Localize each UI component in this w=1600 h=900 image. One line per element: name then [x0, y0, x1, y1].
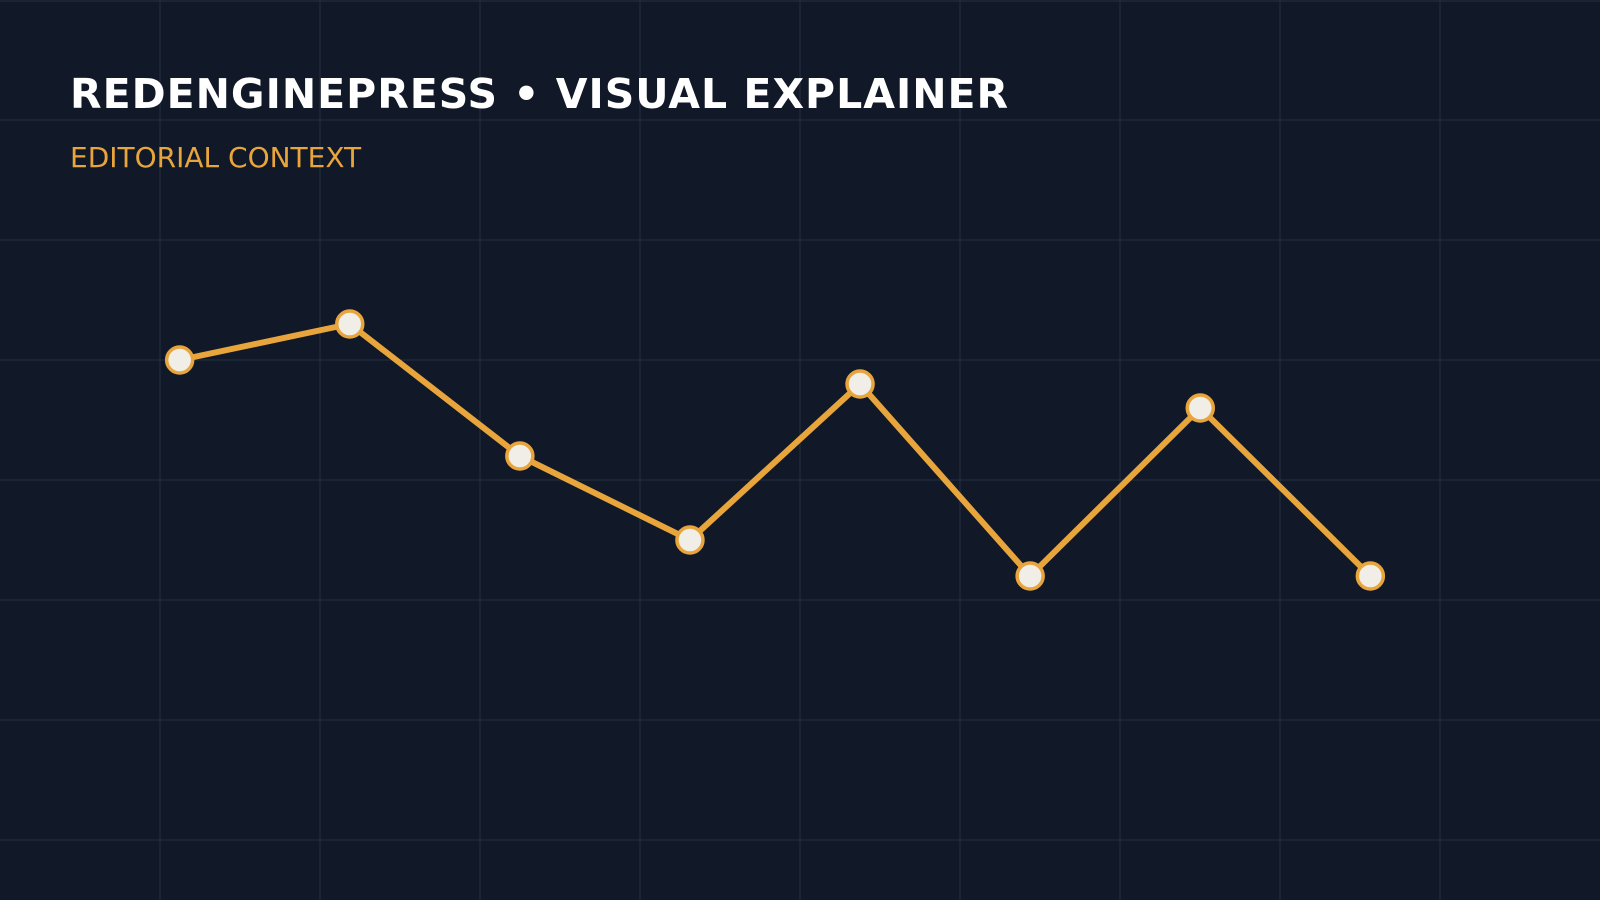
data-point — [675, 525, 705, 555]
data-point — [1015, 561, 1045, 591]
data-line — [176, 321, 1374, 579]
data-point — [335, 309, 365, 339]
data-point — [1355, 561, 1386, 591]
data-point — [505, 441, 535, 471]
data-point — [164, 345, 195, 375]
data-point — [1185, 393, 1215, 423]
chart-subtitle: EDITORIAL CONTEXT — [70, 141, 362, 174]
chart-title: REDENGINEPRESS • VISUAL EXPLAINER — [70, 70, 1009, 118]
data-point — [845, 369, 875, 399]
